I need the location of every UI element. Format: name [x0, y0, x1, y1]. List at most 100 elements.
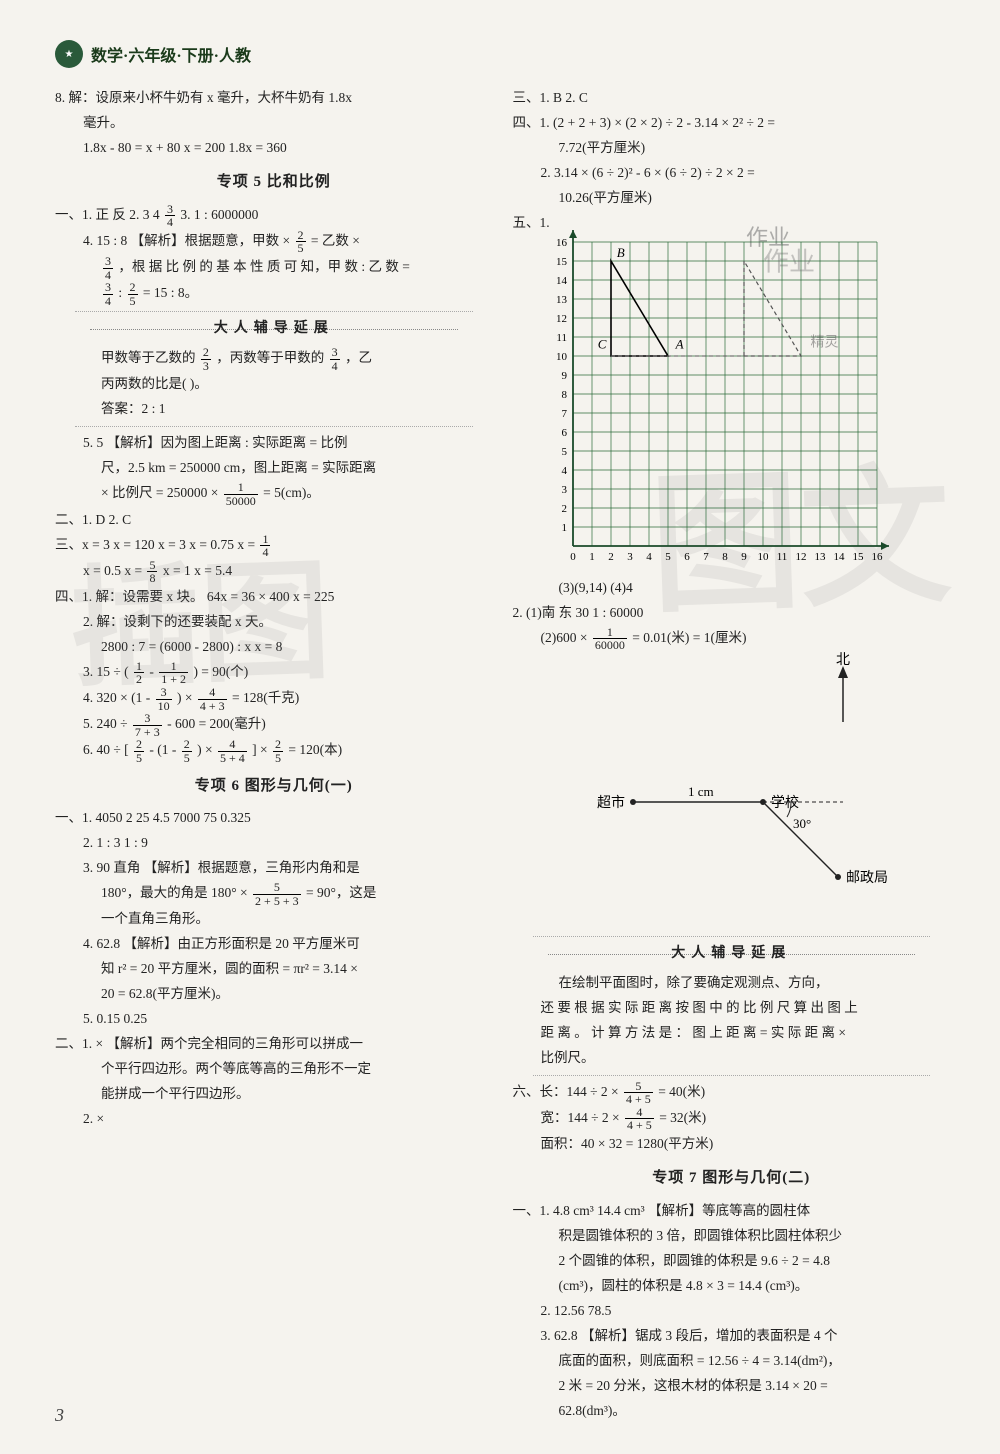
r-y4q1a: 四、1. (2 + 2 + 3) × (2 × 2) ÷ 2 - 3.14 × …: [513, 111, 951, 136]
sec5-y3a: 三、x = 3 x = 120 x = 3 x = 0.75 x = 14: [55, 533, 493, 559]
svg-text:A: A: [674, 336, 683, 351]
svg-text:3: 3: [561, 484, 567, 496]
s7y1d: (cm³)，圆柱的体积是 4.8 × 3 = 14.4 (cm³)。: [513, 1274, 951, 1299]
svg-text:北: 北: [836, 652, 850, 668]
y4q2a: 2. 解：设剩下的还要装配 x 天。: [55, 610, 493, 635]
y6-line1: 六、长：144 ÷ 2 × 54 + 5 = 40(米): [513, 1080, 951, 1106]
svg-text:1 cm: 1 cm: [688, 784, 714, 799]
svg-text:6: 6: [561, 427, 567, 439]
q8-line3: 1.8x - 80 = x + 80 x = 200 1.8x = 360: [55, 136, 493, 161]
y6-line2: 宽：144 ÷ 2 × 44 + 5 = 32(米): [513, 1106, 951, 1132]
svg-text:12: 12: [795, 551, 806, 563]
ext-line1: 甲数等于乙数的 23 ，丙数等于甲数的 34 ，乙: [55, 346, 493, 372]
svg-text:9: 9: [561, 370, 567, 382]
y4q1: 四、1. 解：设需要 x 块。 64x = 36 × 400 x = 225: [55, 585, 493, 610]
svg-text:11: 11: [556, 332, 567, 344]
s6y2q1b: 个平行四边形。两个等底等高的三角形不一定: [55, 1057, 493, 1082]
svg-text:4: 4: [646, 551, 652, 563]
s6y2q1c: 能拼成一个平行四边形。: [55, 1082, 493, 1107]
s7y1q3c: 2 米 = 20 分米，这根木材的体积是 3.14 × 20 =: [513, 1374, 951, 1399]
svg-text:10: 10: [556, 351, 568, 363]
svg-text:8: 8: [561, 389, 567, 401]
section6-title: 专项 6 图形与几何(一): [55, 773, 493, 801]
svg-text:15: 15: [556, 256, 568, 268]
q5-line1: 5. 5 【解析】因为图上距离 : 实际距离 = 比例: [55, 431, 493, 456]
svg-text:13: 13: [556, 294, 568, 306]
y4q4: 4. 320 × (1 - 310 ) × 44 + 3 = 128(千克): [55, 686, 493, 712]
svg-text:3: 3: [627, 551, 633, 563]
s7y1a: 一、1. 4.8 cm³ 14.4 cm³ 【解析】等底等高的圆柱体: [513, 1199, 951, 1224]
svg-text:5: 5: [561, 446, 567, 458]
svg-text:1: 1: [589, 551, 595, 563]
svg-text:超市: 超市: [597, 794, 625, 811]
svg-text:B: B: [616, 245, 624, 260]
q5-line3: × 比例尺 = 250000 × 150000 = 5(cm)。: [55, 481, 493, 507]
extr4: 比例尺。: [513, 1046, 951, 1071]
y4q5: 5. 240 ÷ 37 + 3 - 600 = 200(毫升): [55, 712, 493, 738]
svg-text:7: 7: [703, 551, 709, 563]
svg-text:8: 8: [722, 551, 728, 563]
s7y1b: 积是圆锥体积的 3 倍，即圆锥体积比圆柱体积少: [513, 1224, 951, 1249]
extr3: 距 离 。 计 算 方 法 是 ： 图 上 距 离 = 实 际 距 离 ×: [513, 1021, 951, 1046]
svg-text:30°: 30°: [793, 816, 811, 831]
s7y1q3d: 62.8(dm³)。: [513, 1399, 951, 1424]
right-column: 三、1. B 2. C 四、1. (2 + 2 + 3) × (2 × 2) ÷…: [513, 86, 951, 1424]
svg-text:15: 15: [852, 551, 864, 563]
ext-line2: 丙两数的比是( )。: [55, 372, 493, 397]
s6y1q2: 2. 1 : 3 1 : 9: [55, 831, 493, 856]
q4-line3: 34 : 25 = 15 : 8。: [55, 281, 493, 307]
tutor-band: 大人辅导延展: [55, 316, 493, 342]
divider: [533, 1075, 931, 1076]
left-column: 8. 解：设原来小杯牛奶有 x 毫升，大杯牛奶有 1.8x 毫升。 1.8x -…: [55, 86, 493, 1424]
section7-title: 专项 7 图形与几何(二): [513, 1165, 951, 1193]
sec5-y3b: x = 0.5 x = 58 x = 1 x = 5.4: [55, 559, 493, 585]
svg-text:1: 1: [561, 522, 567, 534]
r-q2b: (2)600 × 160000 = 0.01(米) = 1(厘米): [513, 626, 951, 652]
r-y3: 三、1. B 2. C: [513, 86, 951, 111]
q8-line2: 毫升。: [55, 111, 493, 136]
divider: [533, 936, 931, 937]
r-q2a: 2. (1)南 东 30 1 : 60000: [513, 601, 951, 626]
divider: [75, 311, 473, 312]
s7y1q2: 2. 12.56 78.5: [513, 1299, 951, 1324]
s6y1q3b: 180°，最大的角是 180° × 52 + 5 + 3 = 90°，这是: [55, 881, 493, 907]
s6y1q4c: 20 = 62.8(平方厘米)。: [55, 982, 493, 1007]
s7y1q3a: 3. 62.8 【解析】锯成 3 段后，增加的表面积是 4 个: [513, 1324, 951, 1349]
svg-text:2: 2: [608, 551, 614, 563]
s6y1q4b: 知 r² = 20 平方厘米，圆的面积 = πr² = 3.14 ×: [55, 957, 493, 982]
chart-note1: (3)(9,14) (4)4: [513, 576, 951, 601]
s6y1q3a: 3. 90 直角 【解析】根据题意，三角形内角和是: [55, 856, 493, 881]
svg-text:5: 5: [665, 551, 671, 563]
logo-icon: ★: [55, 40, 83, 68]
s6y1q4a: 4. 62.8 【解析】由正方形面积是 20 平方厘米可: [55, 932, 493, 957]
s7y1c: 2 个圆锥的体积，即圆锥的体积是 9.6 ÷ 2 = 4.8: [513, 1249, 951, 1274]
svg-text:14: 14: [833, 551, 845, 563]
svg-text:9: 9: [741, 551, 747, 563]
q4-line2: 34 ，根 据 比 例 的 基 本 性 质 可 知，甲 数 : 乙 数 =: [55, 255, 493, 281]
svg-text:0: 0: [570, 551, 576, 563]
s6y2q1a: 二、1. × 【解析】两个完全相同的三角形可以拼成一: [55, 1032, 493, 1057]
q5-line2: 尺，2.5 km = 250000 cm，图上距离 = 实际距离: [55, 456, 493, 481]
q4-line1: 4. 15 : 8 【解析】根据题意，甲数 × 25 = 乙数 ×: [55, 229, 493, 255]
svg-text:14: 14: [556, 275, 568, 287]
svg-text:精灵: 精灵: [810, 334, 838, 350]
svg-text:作业: 作业: [763, 247, 815, 276]
y6-line3: 面积：40 × 32 = 1280(平方米): [513, 1132, 951, 1157]
r-y4q2a: 2. 3.14 × (6 ÷ 2)² - 6 × (6 ÷ 2) ÷ 2 × 2…: [513, 161, 951, 186]
s6y1q5: 5. 0.15 0.25: [55, 1007, 493, 1032]
grid-chart: 0123456789101112131415161234567891011121…: [543, 236, 903, 576]
y4q3: 3. 15 ÷ ( 12 - 11 + 2 ) = 90(个): [55, 660, 493, 686]
svg-text:6: 6: [684, 551, 690, 563]
divider: [75, 426, 473, 427]
extr1: 在绘制平面图时，除了要确定观测点、方向，: [513, 971, 951, 996]
ext-line3: 答案：2 : 1: [55, 397, 493, 422]
s6y1q3d: 一个直角三角形。: [55, 907, 493, 932]
svg-text:7: 7: [561, 408, 567, 420]
r-y5lbl: 五、1.: [513, 211, 550, 236]
extr2: 还 要 根 据 实 际 距 离 按 图 中 的 比 例 尺 算 出 图 上: [513, 996, 951, 1021]
svg-text:4: 4: [561, 465, 567, 477]
svg-text:13: 13: [814, 551, 826, 563]
s6y1: 一、1. 4050 2 25 4.5 7000 75 0.325: [55, 806, 493, 831]
svg-text:10: 10: [757, 551, 769, 563]
sec5-line1: 一、1. 正 反 2. 3 4 34 3. 1 : 6000000: [55, 203, 493, 229]
